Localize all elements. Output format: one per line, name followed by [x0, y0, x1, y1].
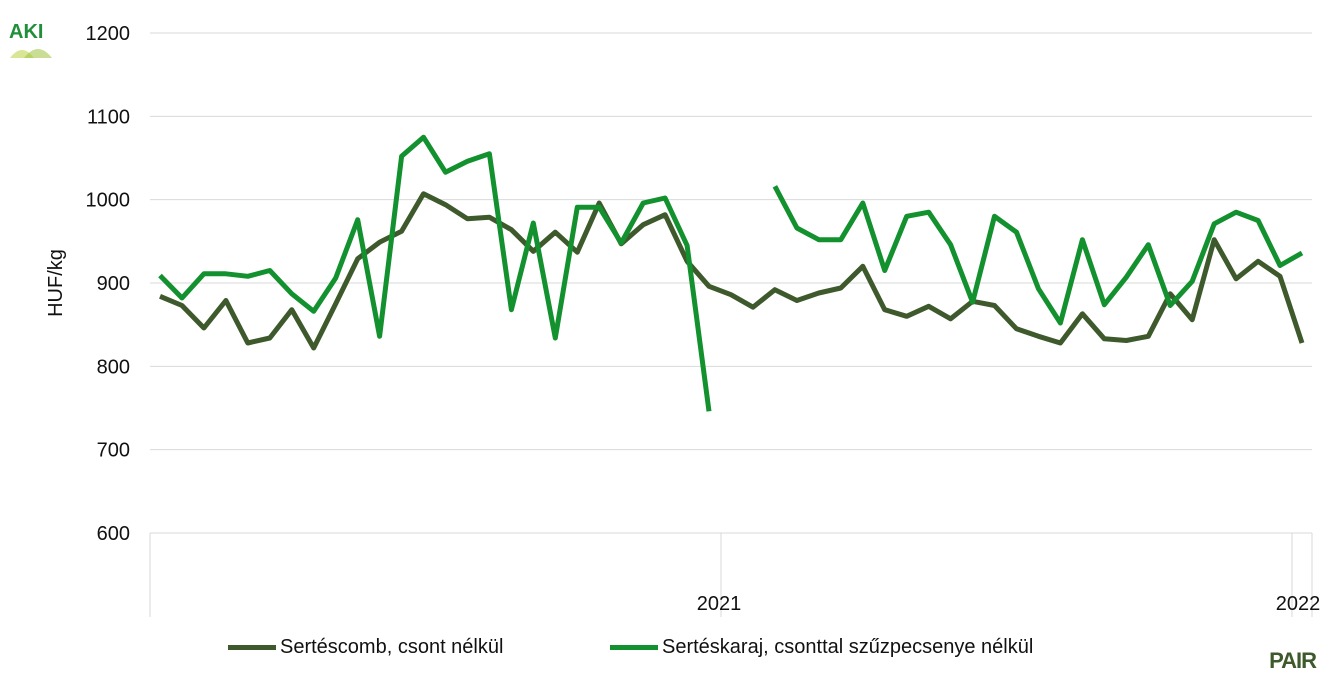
- aki-logo-text: AKI: [9, 21, 43, 43]
- x-tick-label: 2021: [697, 593, 742, 615]
- legend-label: Sertéskaraj, csonttal szűzpecsenye nélkü…: [662, 636, 1034, 658]
- y-tick-labels: 600 700 800 900 1000 1100 1200: [86, 23, 131, 545]
- line-chart: 600 700 800 900 1000 1100 1200 2021 2022 HUF/kg: [45, 23, 1321, 617]
- series-lines: [158, 134, 1305, 412]
- aki-logo: AKI: [9, 21, 52, 58]
- legend: Sertéscomb, csont nélkül Sertéskaraj, cs…: [0, 636, 1330, 676]
- x-tick-label: 2022: [1276, 593, 1321, 615]
- y-tick-label: 900: [97, 273, 130, 295]
- pair-logo: PAIR: [1269, 648, 1317, 673]
- series-line-2: [158, 134, 1304, 412]
- legend-swatch: [228, 645, 276, 650]
- legend-label: Sertéscomb, csont nélkül: [280, 636, 504, 658]
- y-tick-label: 1100: [87, 106, 130, 128]
- legend-swatch: [610, 645, 658, 650]
- y-tick-label: 1200: [86, 23, 131, 45]
- gridlines: [150, 32, 1312, 534]
- y-tick-label: 700: [97, 440, 130, 462]
- y-tick-label: 800: [97, 356, 130, 378]
- y-tick-label: 1000: [86, 190, 131, 212]
- x-tick-labels: 2021 2022: [697, 533, 1321, 617]
- series-line-1: [159, 191, 1305, 351]
- legend-item-series-1: Sertéscomb, csont nélkül: [228, 636, 503, 659]
- y-tick-label: 600: [97, 523, 130, 545]
- y-axis-label: HUF/kg: [45, 249, 67, 317]
- axes: [149, 533, 1313, 617]
- legend-item-series-2: Sertéskaraj, csonttal szűzpecsenye nélkü…: [610, 636, 1033, 659]
